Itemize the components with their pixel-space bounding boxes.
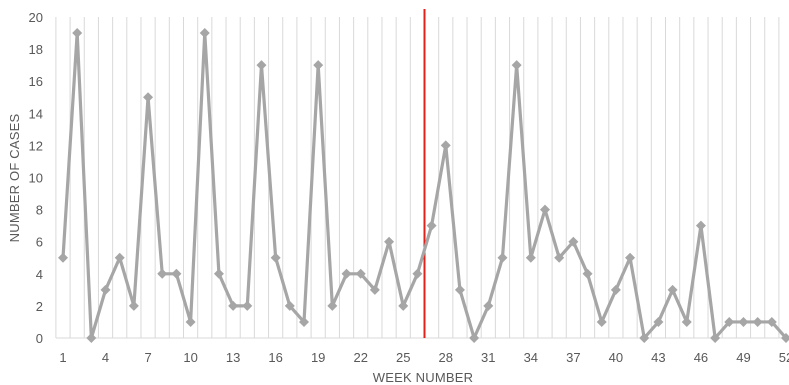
data-point (384, 236, 395, 247)
data-point (114, 252, 125, 263)
x-tick-label: 31 (481, 350, 495, 365)
data-point (228, 300, 239, 311)
gridlines (55, 17, 780, 338)
x-tick-label: 34 (524, 350, 538, 365)
data-point (199, 28, 210, 39)
data-point (653, 316, 664, 327)
data-point (554, 252, 565, 263)
data-point (143, 92, 154, 103)
data-point (185, 316, 196, 327)
y-tick-label: 8 (36, 203, 43, 218)
y-tick-label: 4 (36, 267, 43, 282)
data-point (582, 268, 593, 279)
data-point (128, 300, 139, 311)
y-axis-title: NUMBER OF CASES (7, 114, 22, 243)
data-point (440, 140, 451, 151)
data-point (667, 284, 678, 295)
data-point (639, 333, 650, 343)
y-tick-label: 10 (29, 171, 43, 186)
y-tick-label: 20 (29, 10, 43, 25)
data-point (710, 333, 721, 343)
y-tick-label: 18 (29, 42, 43, 57)
data-point (483, 300, 494, 311)
data-point (610, 284, 621, 295)
x-tick-label: 37 (566, 350, 580, 365)
data-point (738, 316, 749, 327)
data-point (681, 316, 692, 327)
x-tick-label: 1 (59, 350, 66, 365)
data-point (398, 300, 409, 311)
data-point (766, 316, 777, 327)
data-point (724, 316, 735, 327)
data-point (412, 268, 423, 279)
series-cases (58, 28, 789, 343)
y-tick-label: 16 (29, 74, 43, 89)
y-tick-label: 14 (29, 106, 43, 121)
data-point (157, 268, 168, 279)
data-point (355, 268, 366, 279)
y-tick-label: 2 (36, 299, 43, 314)
x-tick-label: 40 (609, 350, 623, 365)
data-point (100, 284, 111, 295)
data-point (72, 28, 83, 39)
data-point (752, 316, 763, 327)
x-axis-ticks: 1 4 7 10 13 16 19 22 25 28 31 34 37 40 43 46 49 52 (59, 350, 789, 365)
y-axis-ticks: 0 2 4 6 8 10 12 14 16 18 20 (29, 10, 43, 346)
y-tick-label: 12 (29, 138, 43, 153)
data-point (596, 316, 607, 327)
y-tick-label: 6 (36, 235, 43, 250)
data-point (270, 252, 281, 263)
data-point (625, 252, 636, 263)
data-point (781, 333, 789, 343)
data-point (497, 252, 508, 263)
data-point (242, 300, 253, 311)
data-point (469, 333, 480, 343)
x-tick-label: 10 (183, 350, 197, 365)
x-tick-label: 22 (353, 350, 367, 365)
x-tick-label: 19 (311, 350, 325, 365)
data-point (86, 333, 97, 343)
data-point (284, 300, 295, 311)
data-point (171, 268, 182, 279)
x-tick-label: 13 (226, 350, 240, 365)
series-line (61, 31, 788, 340)
x-tick-label: 4 (102, 350, 109, 365)
x-tick-label: 46 (694, 350, 708, 365)
y-tick-label: 0 (36, 331, 43, 346)
data-point (454, 284, 465, 295)
data-point (58, 252, 68, 263)
data-point (540, 204, 550, 215)
data-point (369, 284, 380, 295)
data-point (213, 268, 224, 279)
x-tick-label: 25 (396, 350, 410, 365)
x-axis-title: WEEK NUMBER (373, 370, 473, 385)
data-point (313, 60, 324, 71)
data-point (695, 220, 706, 231)
data-point (299, 316, 309, 327)
x-tick-label: 28 (439, 350, 453, 365)
data-point (327, 300, 338, 311)
x-tick-label: 49 (736, 350, 750, 365)
data-point (256, 60, 267, 71)
data-point (525, 252, 536, 263)
data-point (568, 236, 579, 247)
data-point (341, 268, 352, 279)
x-tick-label: 16 (268, 350, 282, 365)
data-point (511, 60, 522, 71)
x-tick-label: 7 (144, 350, 151, 365)
x-tick-label: 52 (779, 350, 789, 365)
x-tick-label: 43 (651, 350, 665, 365)
data-point (426, 220, 437, 231)
